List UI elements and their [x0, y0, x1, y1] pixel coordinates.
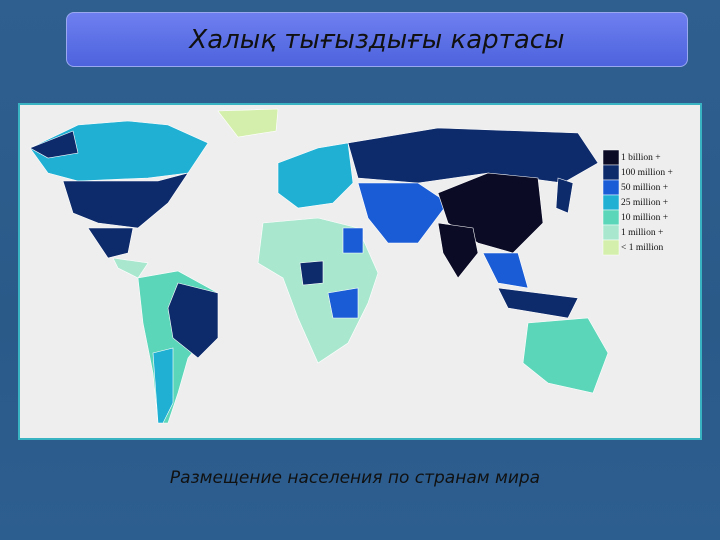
congo	[327, 287, 359, 319]
caption: Размещение населения по странам мира	[169, 468, 541, 488]
map: 1 billion + 100 million + 50 million + 25 m…	[18, 103, 702, 440]
legend-label: 1 million +	[621, 228, 663, 238]
title: Халық тығыздығы картасы	[189, 24, 565, 55]
legend-swatch	[602, 239, 620, 256]
africa	[257, 217, 379, 364]
legend: 1 billion + 100 million + 50 million + 25 m…	[602, 149, 673, 256]
legend-label: 25 million +	[621, 198, 668, 208]
alaska	[29, 130, 79, 159]
title-box: Халық тығыздығы картасы	[66, 12, 688, 67]
canada	[29, 120, 209, 182]
legend-label: < 1 million	[621, 243, 664, 253]
greenland	[217, 108, 279, 138]
legend-label: 1 billion +	[621, 153, 661, 163]
legend-label: 50 million +	[621, 183, 668, 193]
legend-label: 10 million +	[621, 213, 668, 223]
southeast-asia	[482, 252, 529, 289]
brazil	[167, 282, 219, 359]
indonesia	[497, 287, 579, 319]
legend-swatch	[602, 209, 620, 226]
middle-east	[357, 182, 449, 244]
countries	[29, 108, 609, 424]
argentina	[152, 347, 174, 424]
egypt	[342, 227, 364, 254]
europe	[277, 142, 354, 209]
legend-swatch	[602, 164, 620, 181]
legend-swatch	[602, 224, 620, 241]
legend-swatch	[602, 179, 620, 196]
india	[437, 222, 479, 279]
usa	[62, 172, 189, 229]
legend-swatch	[602, 194, 620, 211]
legend-label: 100 million +	[621, 168, 673, 178]
australia	[522, 317, 609, 394]
japan	[555, 177, 574, 214]
mexico	[87, 227, 134, 259]
nigeria	[299, 260, 324, 286]
legend-swatch	[602, 149, 620, 166]
